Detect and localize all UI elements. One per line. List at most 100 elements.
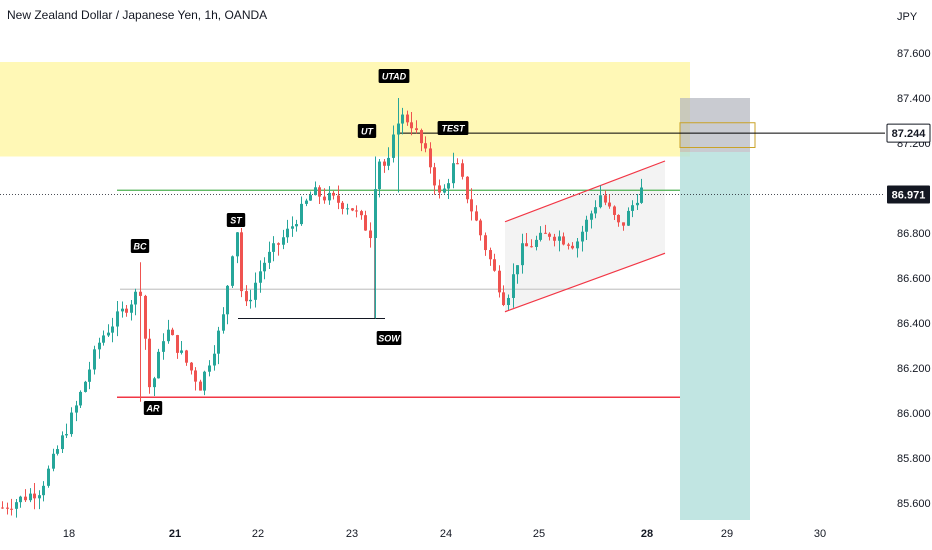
candle-body [121,308,124,312]
candle-body [548,233,551,237]
candle-body [213,353,216,366]
candle-body [1,507,4,509]
candle-body [571,245,574,249]
axes-group: JPY87.60087.40087.20086.80086.60086.4008… [63,11,931,540]
candle-body [162,341,165,352]
channel-top-line[interactable] [504,160,666,223]
candle-body [493,259,496,271]
candle-body [295,224,298,227]
candle-body [190,362,193,371]
candle-body [590,213,593,220]
candle-body [544,232,547,234]
candle-body [567,244,570,246]
candle-body [447,183,450,189]
wyckoff-label-ar[interactable]: AR [143,401,163,415]
candle-body [42,485,45,496]
y-tick-label: 86.800 [897,228,931,240]
candle-body [47,468,50,486]
candle-body [627,210,630,226]
candle-body [484,235,487,251]
x-tick-label: 23 [346,528,358,540]
candle-body [341,202,344,209]
candle-body [84,381,87,392]
candle-body [475,211,478,221]
candle-body [176,335,179,353]
candle-body [585,219,588,232]
wyckoff-labels: BC AR ST UT SOW UTAD TEST [130,69,469,415]
candle-body [208,365,211,372]
candle-body [272,243,275,252]
candle-body [61,435,64,450]
candle-body [15,502,18,509]
wyckoff-label-bc[interactable]: BC [130,239,150,253]
candle-body [38,495,41,499]
candle-body [410,122,413,129]
y-tick-label: 87.400 [897,93,931,105]
candle-body [470,199,473,212]
candle-body [194,370,197,382]
wyckoff-label-test[interactable]: TEST [437,121,469,135]
position-outline [679,122,756,148]
candle-body [323,196,326,201]
candle-body [144,295,147,339]
candle-body [420,130,423,144]
take-profit-zone[interactable] [680,152,750,520]
candle-body [19,496,22,503]
candle-body [185,350,188,363]
stop-loss-zone[interactable] [680,98,750,152]
candle-body [98,342,101,350]
candle-body [622,222,625,226]
x-tick-label: 30 [814,528,826,540]
candle-body [328,192,331,201]
candle-body [240,232,243,292]
candle-body [171,329,174,336]
candle-body [153,378,156,388]
candle-body [351,208,354,211]
candle-body [309,195,312,201]
candle-body [443,188,446,193]
candle-body [392,134,395,158]
candle-body [337,195,340,203]
y-tick-label: 86.400 [897,318,931,330]
channel-fill [505,161,665,312]
wyckoff-label-ut[interactable]: UT [357,124,377,138]
wyckoff-label-st[interactable]: ST [226,213,246,227]
candle-body [608,202,611,207]
candle-body [125,308,128,313]
wyckoff-label-utad[interactable]: UTAD [378,69,410,83]
candle-body [479,220,482,236]
candle-body [429,148,432,168]
last-price-label: 86.971 [887,185,930,204]
candle-body [254,282,257,300]
x-tick-label: 28 [641,528,653,540]
candle-body [369,230,372,239]
candle-body [461,163,464,177]
candle-body [116,311,119,327]
candle-body [203,371,206,391]
channel-bottom-line[interactable] [504,252,666,313]
candle-body [594,207,597,214]
candle-body [226,285,229,315]
candle-body [79,391,82,406]
svg-text:86.971: 86.971 [892,190,926,202]
y-tick-label: 86.000 [897,408,931,420]
candle-body [558,236,561,241]
candle-body [282,237,285,245]
resistance-zone[interactable] [0,62,690,157]
candle-body [222,314,225,331]
candle-body [512,274,515,298]
candle-body [355,210,358,212]
candle-body [636,202,639,206]
candle-body [65,434,68,436]
candle-body [134,291,137,305]
candle-body [346,208,349,210]
wyckoff-label-sow[interactable]: SOW [376,331,402,345]
y-tick-label: 86.600 [897,273,931,285]
candle-body [56,449,59,454]
candle-body [516,265,519,275]
candle-body [631,205,634,211]
candle-body [6,507,9,509]
candle-body [613,206,616,215]
candle-body [387,157,390,166]
